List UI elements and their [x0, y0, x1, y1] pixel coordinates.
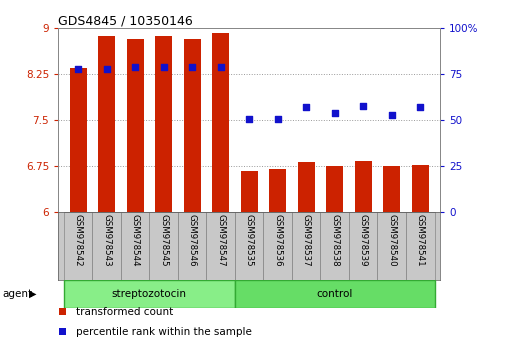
- Point: [416, 105, 424, 110]
- Bar: [92, 212, 121, 280]
- Bar: [121, 212, 149, 280]
- Point: [330, 110, 338, 116]
- Text: GSM978543: GSM978543: [102, 214, 111, 266]
- Bar: [70, 68, 86, 212]
- Bar: [64, 212, 92, 280]
- Bar: [377, 212, 405, 280]
- Bar: [405, 212, 434, 280]
- Bar: [269, 170, 286, 212]
- Bar: [326, 166, 342, 212]
- Point: [131, 64, 139, 70]
- Text: transformed count: transformed count: [76, 307, 173, 317]
- Text: percentile rank within the sample: percentile rank within the sample: [76, 327, 251, 337]
- Bar: [263, 212, 291, 280]
- Text: GSM978544: GSM978544: [130, 214, 139, 266]
- Text: ▶: ▶: [29, 289, 36, 299]
- Bar: [206, 212, 234, 280]
- Point: [159, 64, 167, 70]
- Point: [188, 64, 196, 70]
- Text: GSM978546: GSM978546: [187, 214, 196, 266]
- Bar: [297, 162, 314, 212]
- Bar: [178, 212, 206, 280]
- Text: GSM978540: GSM978540: [386, 214, 395, 266]
- Bar: [98, 36, 115, 212]
- Text: GSM978537: GSM978537: [301, 214, 310, 266]
- Text: GSM978538: GSM978538: [330, 214, 338, 266]
- Bar: [240, 171, 257, 212]
- Text: GSM978536: GSM978536: [273, 214, 282, 266]
- Bar: [354, 161, 371, 212]
- Text: GSM978541: GSM978541: [415, 214, 424, 266]
- Bar: [234, 212, 263, 280]
- Text: GDS4845 / 10350146: GDS4845 / 10350146: [58, 14, 192, 27]
- Text: streptozotocin: streptozotocin: [112, 289, 186, 299]
- Point: [245, 116, 253, 121]
- Point: [273, 116, 281, 121]
- Point: [301, 105, 310, 110]
- Point: [103, 66, 111, 72]
- Text: GSM978545: GSM978545: [159, 214, 168, 266]
- Bar: [155, 36, 172, 212]
- Text: GSM978547: GSM978547: [216, 214, 225, 266]
- Point: [359, 103, 367, 108]
- Bar: [291, 212, 320, 280]
- Text: agent: agent: [3, 289, 33, 299]
- Bar: [149, 212, 178, 280]
- Bar: [320, 212, 348, 280]
- Bar: [348, 212, 377, 280]
- Bar: [64, 280, 234, 308]
- Text: GSM978535: GSM978535: [244, 214, 253, 266]
- Text: control: control: [316, 289, 352, 299]
- Bar: [411, 165, 428, 212]
- Point: [216, 64, 224, 70]
- Bar: [234, 280, 434, 308]
- Text: GSM978542: GSM978542: [74, 214, 82, 266]
- Bar: [382, 166, 399, 212]
- Bar: [126, 39, 143, 212]
- Point: [387, 112, 395, 118]
- Point: [74, 66, 82, 72]
- Bar: [212, 33, 229, 212]
- Text: GSM978539: GSM978539: [358, 214, 367, 266]
- Bar: [183, 39, 200, 212]
